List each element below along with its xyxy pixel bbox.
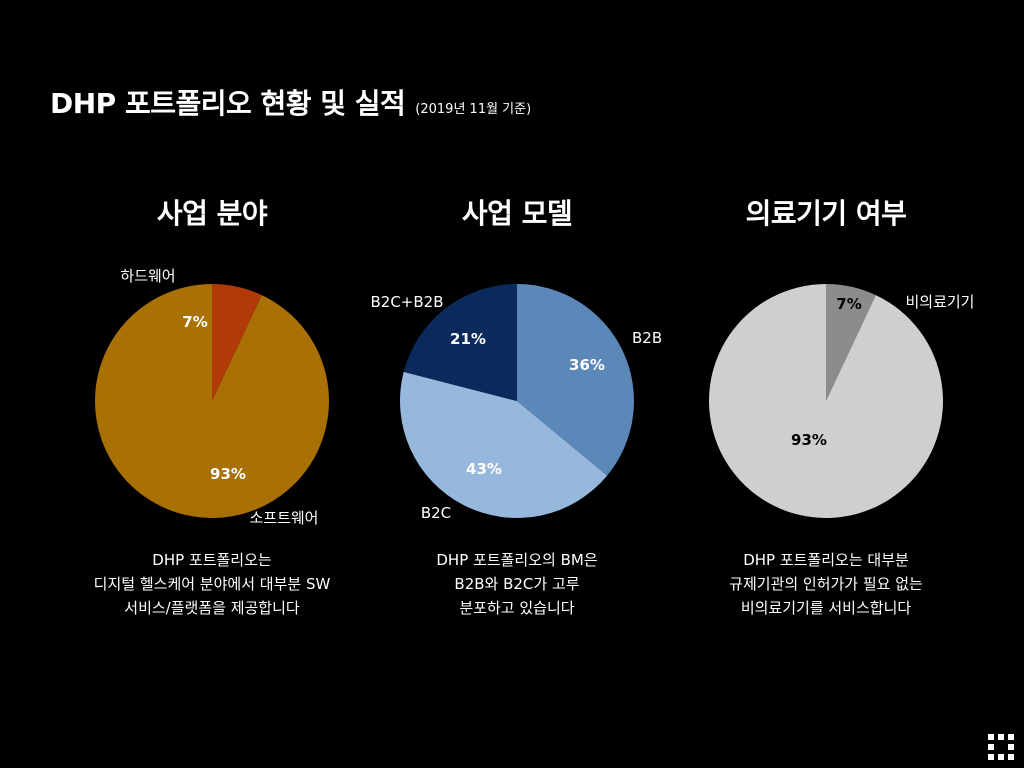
page-subtitle: (2019년 11월 기준) <box>415 102 532 117</box>
pie-value-label: 43% <box>466 460 502 478</box>
grid-dots-icon[interactable] <box>988 734 1014 760</box>
caption-line: DHP 포트폴리오는 대부분 <box>743 551 909 569</box>
section-title-business-model: 사업 모델 <box>461 197 573 230</box>
pie-value-label: 7% <box>836 295 861 313</box>
pie-value-label: 93% <box>791 431 827 449</box>
pie-category-label: 소프트웨어 <box>249 509 318 527</box>
caption-business-field: DHP 포트폴리오는 디지털 헬스케어 분야에서 대부분 SW 서비스/플랫폼을… <box>52 548 372 620</box>
caption-line: 비의료기기를 서비스합니다 <box>740 599 912 617</box>
pie-slice <box>403 284 517 401</box>
pie-category-label: B2C <box>421 504 451 522</box>
pie-slice <box>212 284 262 401</box>
caption-line: 분포하고 있습니다 <box>459 599 575 617</box>
page-title: DHP 포트폴리오 현황 및 실적 <box>50 87 406 120</box>
caption-line: DHP 포트폴리오는 <box>152 551 272 569</box>
pie-category-label: 하드웨어 <box>120 267 175 285</box>
caption-medical-device: DHP 포트폴리오는 대부분 규제기관의 인허가가 필요 없는 비의료기기를 서… <box>666 548 986 620</box>
pie-slice <box>517 284 635 476</box>
caption-line: 규제기관의 인허가가 필요 없는 <box>729 575 923 593</box>
pie-category-label: 비의료기기 <box>905 293 974 311</box>
caption-business-model: DHP 포트폴리오의 BM은 B2B와 B2C가 고루 분포하고 있습니다 <box>357 548 677 620</box>
caption-line: 서비스/플랫폼을 제공합니다 <box>124 599 300 617</box>
pie-slice <box>400 371 608 518</box>
caption-line: 디지털 헬스케어 분야에서 대부분 SW <box>93 575 331 593</box>
pie-slice <box>708 283 943 518</box>
caption-line: B2B와 B2C가 고루 <box>454 575 580 593</box>
pie-category-label: B2B <box>632 329 662 347</box>
caption-line: DHP 포트폴리오의 BM은 <box>436 551 598 569</box>
pie-value-label: 7% <box>182 313 207 331</box>
pie-slice <box>94 283 329 518</box>
pie-slice <box>826 284 876 401</box>
section-title-business-field: 사업 분야 <box>156 197 268 230</box>
pie-value-label: 36% <box>569 356 605 374</box>
pie-value-label: 93% <box>210 465 246 483</box>
pie-value-label: 21% <box>450 330 486 348</box>
section-title-medical-device: 의료기기 여부 <box>745 197 907 230</box>
page-header: DHP 포트폴리오 현황 및 실적 (2019년 11월 기준) <box>50 82 531 122</box>
pie-category-label: B2C+B2B <box>370 293 443 311</box>
